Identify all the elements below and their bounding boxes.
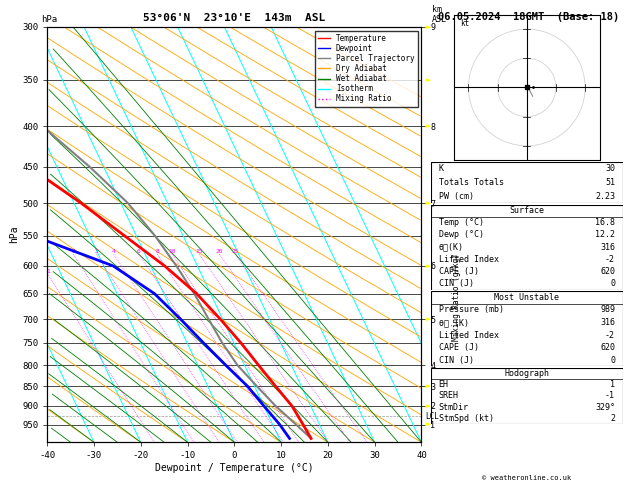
Text: 12.2: 12.2 bbox=[595, 230, 615, 240]
Text: 20: 20 bbox=[216, 249, 223, 254]
Text: ►: ► bbox=[426, 403, 432, 409]
Text: Surface: Surface bbox=[509, 206, 544, 215]
Text: ►: ► bbox=[426, 421, 432, 428]
Text: 30: 30 bbox=[605, 164, 615, 173]
Text: 1: 1 bbox=[610, 380, 615, 389]
Text: CIN (J): CIN (J) bbox=[438, 279, 474, 288]
Text: 16.8: 16.8 bbox=[595, 218, 615, 227]
Text: 329°: 329° bbox=[595, 402, 615, 412]
Text: 620: 620 bbox=[600, 343, 615, 352]
Text: 316: 316 bbox=[600, 243, 615, 252]
Text: Totals Totals: Totals Totals bbox=[438, 178, 504, 187]
Legend: Temperature, Dewpoint, Parcel Trajectory, Dry Adiabat, Wet Adiabat, Isotherm, Mi: Temperature, Dewpoint, Parcel Trajectory… bbox=[315, 31, 418, 106]
Text: 15: 15 bbox=[196, 249, 203, 254]
Text: 989: 989 bbox=[600, 305, 615, 314]
Text: -1: -1 bbox=[605, 391, 615, 400]
Text: 8: 8 bbox=[155, 249, 159, 254]
Text: km
ASL: km ASL bbox=[432, 5, 447, 24]
Text: ►: ► bbox=[426, 24, 432, 30]
Text: 2.23: 2.23 bbox=[595, 192, 615, 201]
Text: ►: ► bbox=[426, 200, 432, 206]
Text: Dewp (°C): Dewp (°C) bbox=[438, 230, 484, 240]
Text: © weatheronline.co.uk: © weatheronline.co.uk bbox=[482, 475, 571, 481]
Text: CAPE (J): CAPE (J) bbox=[438, 343, 479, 352]
Text: Hodograph: Hodograph bbox=[504, 369, 549, 378]
Text: CAPE (J): CAPE (J) bbox=[438, 267, 479, 276]
Text: LCL: LCL bbox=[426, 412, 440, 421]
Text: 6: 6 bbox=[137, 249, 141, 254]
Text: θ⁣ (K): θ⁣ (K) bbox=[438, 318, 469, 327]
Text: 51: 51 bbox=[605, 178, 615, 187]
Text: Temp (°C): Temp (°C) bbox=[438, 218, 484, 227]
Text: kt: kt bbox=[460, 19, 469, 28]
Text: 1: 1 bbox=[46, 269, 50, 274]
Text: StmSpd (kt): StmSpd (kt) bbox=[438, 414, 494, 423]
Text: -2: -2 bbox=[605, 330, 615, 340]
Text: SREH: SREH bbox=[438, 391, 459, 400]
X-axis label: Dewpoint / Temperature (°C): Dewpoint / Temperature (°C) bbox=[155, 463, 314, 473]
Title: 53°06'N  23°10'E  143m  ASL: 53°06'N 23°10'E 143m ASL bbox=[143, 13, 325, 23]
Text: Mixing Ratio (g/kg): Mixing Ratio (g/kg) bbox=[452, 253, 460, 341]
Text: 2: 2 bbox=[71, 249, 75, 254]
Text: EH: EH bbox=[438, 380, 448, 389]
Text: 25: 25 bbox=[231, 249, 239, 254]
Text: Pressure (mb): Pressure (mb) bbox=[438, 305, 504, 314]
Text: θ⁣(K): θ⁣(K) bbox=[438, 243, 464, 252]
Text: ►: ► bbox=[426, 123, 432, 129]
Text: 0: 0 bbox=[610, 279, 615, 288]
Text: ►: ► bbox=[426, 77, 432, 83]
Text: 620: 620 bbox=[600, 267, 615, 276]
Text: hPa: hPa bbox=[41, 15, 57, 24]
Y-axis label: hPa: hPa bbox=[9, 226, 19, 243]
Text: 2: 2 bbox=[610, 414, 615, 423]
Text: Lifted Index: Lifted Index bbox=[438, 255, 499, 264]
Text: 0: 0 bbox=[610, 356, 615, 364]
Text: Lifted Index: Lifted Index bbox=[438, 330, 499, 340]
Text: 10: 10 bbox=[168, 249, 175, 254]
Text: ►: ► bbox=[426, 383, 432, 389]
Text: Most Unstable: Most Unstable bbox=[494, 293, 559, 302]
Text: 316: 316 bbox=[600, 318, 615, 327]
Text: -2: -2 bbox=[605, 255, 615, 264]
Text: PW (cm): PW (cm) bbox=[438, 192, 474, 201]
Text: StmDir: StmDir bbox=[438, 402, 469, 412]
Text: CIN (J): CIN (J) bbox=[438, 356, 474, 364]
Text: 06.05.2024  18GMT  (Base: 18): 06.05.2024 18GMT (Base: 18) bbox=[438, 12, 619, 22]
Text: K: K bbox=[438, 164, 443, 173]
Text: ►: ► bbox=[426, 316, 432, 322]
Text: ►: ► bbox=[426, 263, 432, 269]
Text: 3: 3 bbox=[95, 249, 99, 254]
Text: 4: 4 bbox=[112, 249, 116, 254]
